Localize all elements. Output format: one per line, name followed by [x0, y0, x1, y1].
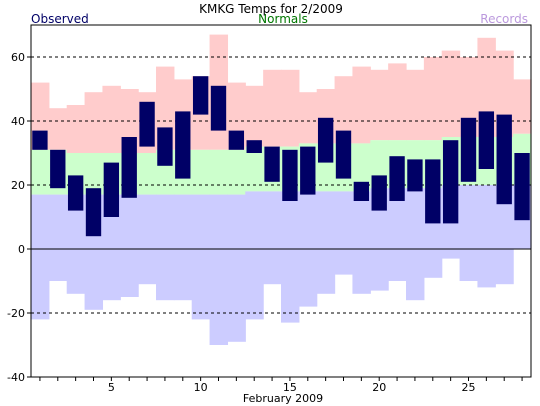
record-low-band-day-11 — [209, 194, 229, 345]
record-high-band-day-20 — [370, 69, 389, 141]
normal-band-day-13 — [245, 146, 264, 192]
record-high-band-day-19 — [352, 66, 371, 144]
y-tick-label--40: -40 — [7, 371, 25, 384]
x-tick-label-25: 25 — [462, 381, 476, 394]
plot-frame — [30, 24, 532, 378]
observed-bar-day-24 — [442, 140, 459, 224]
record-low-band-day-26 — [477, 185, 496, 288]
record-high-band-day-22 — [406, 69, 425, 141]
normal-band-day-11 — [209, 149, 229, 195]
plot-area: 5 10 15 20 25 -40 -20 0 20 40 60 — [7, 24, 532, 394]
y-tick-label-40: 40 — [11, 115, 25, 128]
observed-bar-day-2 — [50, 149, 66, 189]
observed-bar-day-18 — [335, 130, 352, 179]
legend-records: Records — [480, 12, 528, 26]
record-low-band-day-8 — [156, 194, 175, 301]
record-high-band-day-14 — [263, 69, 282, 147]
normal-band-day-4 — [84, 153, 104, 195]
observed-bar-day-5 — [103, 162, 120, 217]
record-high-band-day-5 — [102, 85, 121, 153]
x-tick-label-15: 15 — [283, 381, 297, 394]
chart-title: KMKG Temps for 2/2009 — [199, 2, 343, 16]
record-high-band-day-25 — [459, 57, 479, 137]
normal-band-day-10 — [191, 149, 211, 195]
record-low-band-day-14 — [263, 191, 282, 285]
record-low-band-day-3 — [66, 194, 86, 294]
y-tick-label--20: -20 — [7, 307, 25, 320]
observed-bar-day-3 — [67, 175, 84, 211]
observed-bar-day-23 — [425, 159, 441, 224]
normal-band-day-7 — [138, 153, 157, 195]
record-low-band-day-1 — [31, 194, 50, 320]
record-high-band-day-18 — [334, 76, 354, 144]
observed-bar-day-11 — [210, 85, 227, 131]
record-low-band-day-9 — [173, 194, 193, 301]
observed-bar-day-22 — [407, 159, 423, 192]
x-tick-label-20: 20 — [372, 381, 386, 394]
observed-bar-day-14 — [264, 146, 280, 182]
record-high-band-day-4 — [84, 92, 104, 153]
observed-bar-day-9 — [175, 111, 191, 179]
legend-observed: Observed — [31, 12, 89, 26]
normal-band-day-1 — [31, 149, 50, 195]
observed-bar-day-12 — [228, 130, 245, 150]
observed-bar-day-10 — [192, 76, 209, 115]
observed-bar-day-15 — [282, 149, 298, 201]
observed-bar-day-8 — [157, 127, 173, 166]
observed-bar-day-6 — [121, 137, 137, 198]
normal-band-day-12 — [227, 149, 246, 195]
observed-bar-day-1 — [32, 130, 48, 150]
observed-bar-day-21 — [389, 156, 405, 201]
observed-bar-day-19 — [353, 181, 370, 201]
record-low-band-day-2 — [48, 194, 68, 281]
x-tick-label-5: 5 — [108, 381, 115, 394]
record-high-band-day-15 — [281, 69, 300, 147]
record-low-band-day-19 — [352, 191, 371, 294]
y-tick-label-60: 60 — [11, 51, 25, 64]
normal-band-day-19 — [352, 143, 371, 192]
observed-bar-day-17 — [317, 117, 334, 163]
record-low-band-day-25 — [459, 185, 479, 281]
record-low-band-day-18 — [334, 191, 354, 275]
record-low-band-day-17 — [316, 191, 336, 294]
record-high-band-day-2 — [48, 108, 68, 150]
record-low-band-day-15 — [281, 191, 300, 323]
record-high-band-day-13 — [245, 85, 264, 147]
record-high-band-day-16 — [298, 92, 318, 144]
observed-bar-day-25 — [460, 117, 477, 182]
observed-bar-day-4 — [85, 188, 102, 237]
record-low-band-day-10 — [191, 194, 211, 320]
record-low-band-day-7 — [138, 194, 157, 285]
record-low-band-day-6 — [120, 194, 139, 297]
record-low-band-day-13 — [245, 191, 264, 320]
record-low-band-day-27 — [495, 185, 514, 285]
record-high-band-day-24 — [441, 50, 461, 137]
record-low-band-day-12 — [227, 194, 246, 342]
observed-bar-day-7 — [139, 101, 155, 147]
record-low-band-day-21 — [388, 188, 407, 281]
record-high-band-day-21 — [388, 63, 407, 141]
observed-bar-day-26 — [478, 111, 495, 169]
observed-bar-day-13 — [246, 140, 262, 153]
record-low-band-day-20 — [370, 188, 389, 291]
record-low-band-day-5 — [102, 194, 121, 301]
observed-bar-day-20 — [371, 175, 387, 211]
y-tick-label-20: 20 — [11, 179, 25, 192]
observed-bar-day-27 — [496, 114, 512, 205]
record-high-band-day-23 — [423, 57, 443, 141]
y-tick-label-0: 0 — [18, 243, 25, 256]
x-axis-label: February 2009 — [243, 392, 323, 405]
record-high-band-day-28 — [513, 79, 532, 134]
observed-bar-day-16 — [300, 146, 316, 195]
x-tick-label-10: 10 — [194, 381, 208, 394]
observed-bar-day-28 — [514, 153, 530, 221]
record-low-band-day-22 — [406, 188, 425, 301]
legend-normals: Normals — [258, 12, 308, 26]
record-high-band-day-3 — [66, 105, 86, 153]
